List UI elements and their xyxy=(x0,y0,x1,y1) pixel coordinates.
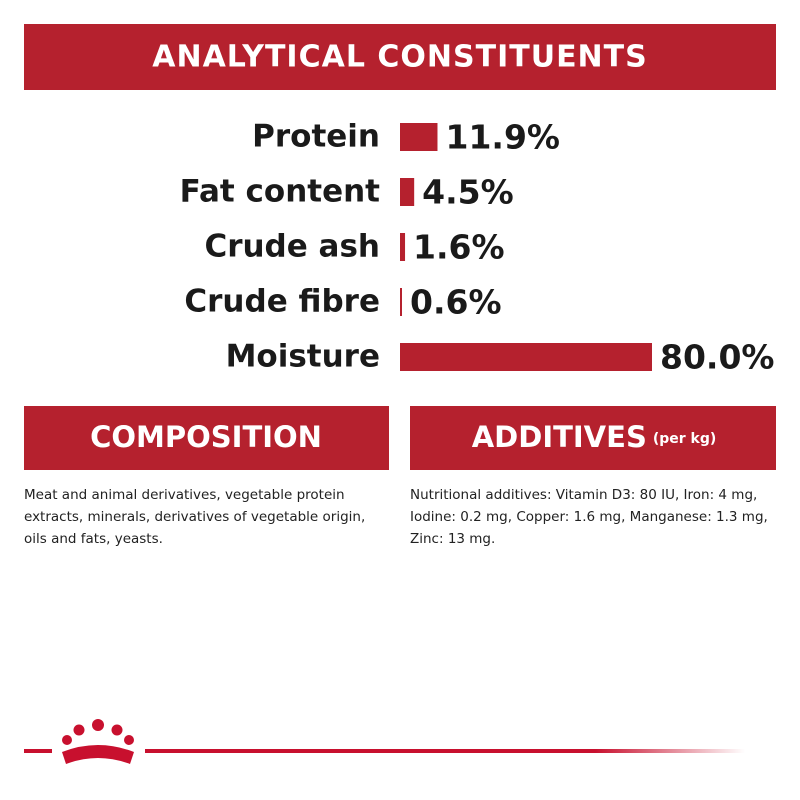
banner xyxy=(24,24,776,90)
category-label: Fat content xyxy=(180,174,381,210)
bar xyxy=(400,343,652,371)
category-label: Crude fibre xyxy=(184,284,380,320)
footer-line xyxy=(145,749,745,753)
value-label: 80.0% xyxy=(660,338,775,377)
category-label: Moisture xyxy=(226,339,380,375)
bar xyxy=(400,233,406,261)
bar xyxy=(400,123,438,151)
banner xyxy=(24,406,389,470)
category-label: Protein xyxy=(252,119,380,155)
value-label: 0.6% xyxy=(410,283,502,322)
bar xyxy=(400,288,402,316)
logo xyxy=(62,719,134,764)
value-label: 11.9% xyxy=(445,118,560,157)
subtitle-text: (per kg) xyxy=(653,431,716,447)
additives-text: Nutritional additives: Vitamin D3: 80 IU… xyxy=(410,487,768,547)
title-text: ADDITIVES xyxy=(472,420,647,454)
section-title: COMPOSITION xyxy=(90,420,322,454)
value-label: 4.5% xyxy=(422,173,514,212)
section-title: ADDITIVES (per kg) xyxy=(472,420,717,454)
banner xyxy=(410,406,776,470)
value-label: 1.6% xyxy=(413,228,505,267)
section-title: ANALYTICAL CONSTITUENTS xyxy=(152,40,648,75)
footer-line xyxy=(24,749,52,753)
category-label: Crude ash xyxy=(204,229,380,265)
bar xyxy=(400,178,415,206)
composition-text: Meat and animal derivatives, vegetable p… xyxy=(24,487,366,547)
